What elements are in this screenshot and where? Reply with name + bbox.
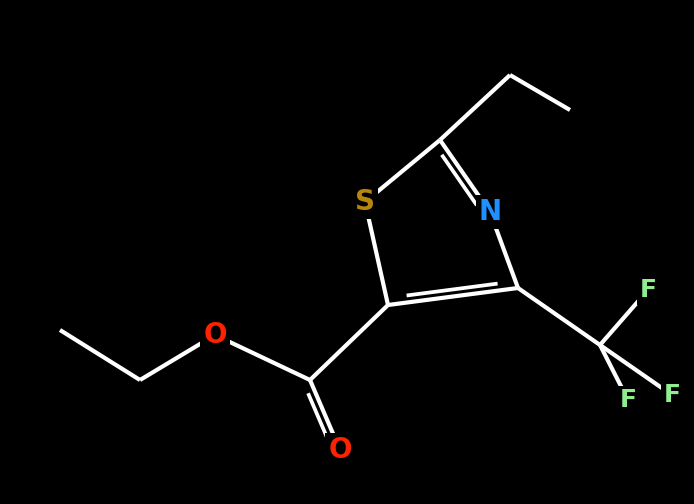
Text: N: N	[478, 198, 502, 226]
Text: O: O	[203, 321, 227, 349]
Text: F: F	[639, 278, 657, 302]
Text: S: S	[355, 188, 375, 216]
Text: F: F	[663, 383, 681, 407]
Text: F: F	[620, 388, 636, 412]
Text: O: O	[328, 436, 352, 464]
